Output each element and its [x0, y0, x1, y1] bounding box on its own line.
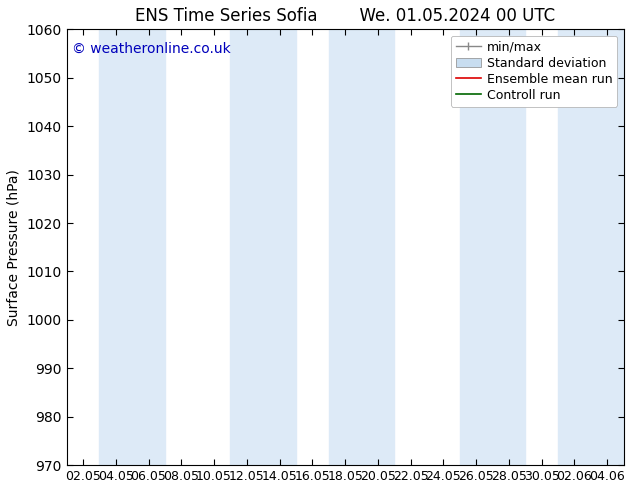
Bar — [460, 29, 526, 465]
Bar — [230, 29, 296, 465]
Bar — [329, 29, 394, 465]
Bar — [558, 29, 624, 465]
Y-axis label: Surface Pressure (hPa): Surface Pressure (hPa) — [7, 169, 21, 326]
Legend: min/max, Standard deviation, Ensemble mean run, Controll run: min/max, Standard deviation, Ensemble me… — [451, 36, 618, 107]
Title: ENS Time Series Sofia        We. 01.05.2024 00 UTC: ENS Time Series Sofia We. 01.05.2024 00 … — [135, 7, 555, 25]
Bar — [100, 29, 165, 465]
Text: © weatheronline.co.uk: © weatheronline.co.uk — [72, 42, 231, 56]
